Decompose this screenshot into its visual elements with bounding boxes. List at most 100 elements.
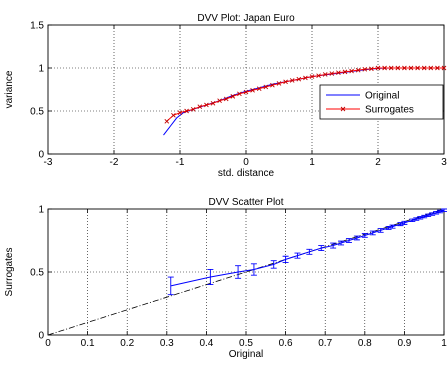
legend-label-surrogates: Surrogates: [365, 105, 414, 116]
error-bar: [250, 263, 257, 276]
surrogate-marker: [283, 79, 288, 85]
surrogate-marker: [289, 78, 295, 83]
legend-label-original: Original: [365, 91, 399, 102]
surrogate-marker: [342, 69, 348, 75]
x-tick-label: 0.9: [397, 338, 411, 349]
surrogate-marker: [428, 65, 434, 71]
legend: Original Surrogates: [319, 84, 444, 120]
x-tick-label: 1: [309, 157, 315, 168]
error-bar: [330, 242, 337, 249]
surrogate-marker: [388, 65, 394, 71]
surrogate-marker: [217, 98, 222, 103]
surrogate-marker: [177, 110, 183, 116]
surrogate-marker: [204, 102, 209, 108]
surrogate-marker: [276, 81, 282, 86]
surrogate-marker: [256, 86, 262, 91]
chart-title: DVV Scatter Plot: [208, 197, 283, 208]
y-axis-label: Surrogates: [4, 248, 15, 297]
error-bar: [413, 217, 420, 221]
surrogate-marker: [237, 91, 242, 97]
surrogate-marker: [309, 74, 315, 79]
y-tick-label: 0: [38, 331, 44, 342]
surrogate-marker: [355, 67, 361, 73]
x-tick-label: 0.3: [160, 338, 174, 349]
surrogate-marker: [184, 108, 189, 114]
surrogate-marker: [303, 75, 308, 81]
surrogate-marker: [395, 65, 401, 71]
surrogate-marker: [408, 65, 414, 71]
error-bar: [417, 216, 424, 220]
plot-frame: [47, 24, 445, 155]
error-bar: [294, 252, 301, 259]
error-bar: [318, 245, 325, 252]
error-bar: [425, 213, 432, 218]
surrogate-marker: [329, 71, 335, 76]
reference-line: [47, 208, 445, 336]
x-tick-label: 0.5: [239, 338, 253, 349]
y-tick-label: 0.5: [30, 268, 44, 279]
error-bar: [433, 211, 440, 215]
x-tick-label: -3: [44, 157, 53, 168]
surrogate-marker: [164, 119, 170, 124]
x-axis-label: std. distance: [218, 168, 275, 179]
surrogate-marker: [230, 94, 236, 99]
surrogate-marker: [382, 65, 387, 71]
dvv-scatter-plot: 0 0.1 0.2 0.3 0.4 0.5 0.6 0.7 0.8 0.9 1 0 0.5 1 DVV Sc…: [4, 197, 447, 360]
x-tick-label: -1: [176, 157, 185, 168]
error-bar: [361, 233, 368, 238]
error-bar: [369, 230, 376, 236]
x-tick-label: 0.1: [81, 338, 95, 349]
y-tick-label: 1: [38, 64, 44, 75]
error-bar: [270, 260, 277, 269]
surrogate-marker: [263, 84, 269, 90]
x-tick-label: 0.6: [279, 338, 293, 349]
surrogate-marker: [402, 65, 407, 71]
error-bar: [353, 235, 360, 241]
y-tick-label: 0.5: [30, 107, 44, 118]
surrogate-marker: [190, 106, 196, 112]
surrogate-marker: [322, 72, 328, 77]
y-tick-label: 0: [38, 150, 44, 161]
legend-marker-surrogates: [340, 106, 346, 112]
y-tick-label: 1.5: [30, 21, 44, 32]
error-bar: [235, 265, 242, 279]
chart-title: DVV Plot: Japan Euro: [197, 13, 295, 24]
surrogate-marker: [362, 66, 368, 72]
error-bar: [397, 222, 404, 227]
error-bar: [338, 240, 345, 246]
error-bar: [429, 212, 436, 216]
x-axis-label: Original: [229, 349, 263, 360]
error-bar: [437, 209, 444, 214]
surrogate-marker: [243, 89, 249, 95]
y-tick-label: 1: [38, 205, 44, 216]
x-tick-label: 1: [441, 338, 447, 349]
surrogate-marker: [296, 76, 302, 82]
error-bar: [345, 238, 352, 243]
error-bar: [282, 255, 289, 263]
error-bar: [207, 269, 214, 286]
surrogate-marker: [375, 65, 381, 71]
y-axis-label: variance: [4, 70, 15, 108]
surrogate-marker: [415, 65, 420, 71]
surrogate-marker: [250, 88, 255, 93]
surrogate-marker: [197, 104, 203, 110]
error-bar: [401, 220, 408, 225]
error-bar: [421, 214, 428, 219]
surrogate-marker: [421, 65, 427, 71]
plot-frame: [47, 208, 445, 336]
dvv-plot: -3 -2 -1 0 1 2 3 0 0.5 1 1.5 DVV Plot: Japan Euro st…: [4, 13, 447, 179]
error-bar: [306, 248, 313, 255]
error-bar: [167, 276, 174, 296]
error-bar: [409, 218, 416, 223]
error-bar: [389, 224, 396, 229]
surrogate-marker: [336, 70, 341, 76]
x-tick-label: 0.4: [199, 338, 213, 349]
surrogate-marker: [369, 66, 374, 72]
surrogate-marker: [270, 82, 275, 88]
x-tick-label: 0: [243, 157, 249, 168]
error-bar: [377, 228, 384, 233]
surrogate-marker: [210, 100, 216, 106]
legend-box: [319, 84, 444, 120]
surrogate-marker: [316, 73, 321, 79]
